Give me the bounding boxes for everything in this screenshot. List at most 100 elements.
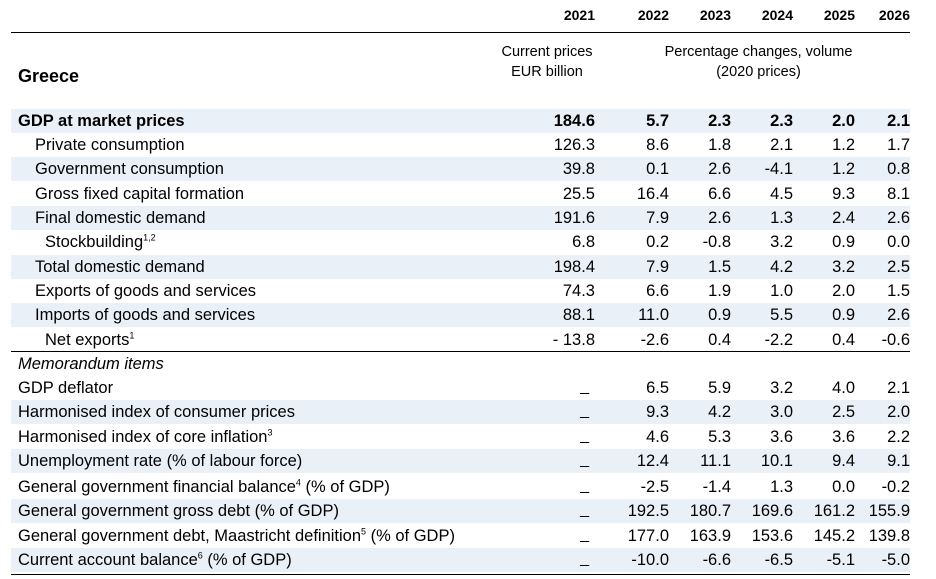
cell-2024: 3.6: [770, 428, 793, 446]
cell-2025: 0.0: [832, 478, 855, 496]
row-label-text: General government gross debt (% of GDP): [18, 502, 339, 520]
cell-2026: 2.0: [887, 403, 910, 421]
year-2021: 2021: [563, 7, 595, 23]
units-percentage-changes: Percentage changes, volume (2020 prices): [664, 44, 853, 80]
cell-2024: 153.6: [751, 527, 793, 545]
cell-2025: 2.5: [832, 403, 855, 421]
table-row-total-domestic-demand: Total domestic demand 198.4 7.9 1.5 4.2 3.2 2.…: [11, 255, 910, 279]
cell-2025: 2.0: [832, 112, 855, 130]
cell-2024: 169.6: [751, 502, 793, 520]
cell-2022: 6.6: [646, 282, 669, 300]
table-row-imports-of-goods-and-services: Imports of goods and services 88.1 11.0 0.9…: [11, 303, 910, 327]
cell-2025: 145.2: [813, 527, 855, 545]
cell-2026: 2.5: [887, 258, 910, 276]
cell-2021: 88.1: [562, 306, 595, 324]
cell-2022: 0.1: [646, 160, 669, 178]
cell-2021: 6.8: [572, 233, 595, 251]
row-label-text: Stockbuilding: [45, 233, 144, 251]
row-label-text: Government consumption: [35, 160, 224, 178]
footnote-marker: 1: [129, 330, 135, 341]
cell-2021: 74.3: [562, 282, 595, 300]
cell-2025: 9.3: [832, 185, 855, 203]
cell-2026: 0.8: [887, 160, 910, 178]
row-label: General government gross debt (% of GDP): [18, 502, 339, 521]
footnote-marker: 4: [295, 477, 301, 488]
footnote-marker: 1,2: [143, 232, 156, 243]
cell-2025: 0.4: [832, 331, 855, 349]
cell-2026: 155.9: [868, 502, 910, 520]
table-row-gdp-at-market-prices: GDP at market prices 184.6 5.7 2.3 2.3 2.0 2.1: [11, 109, 910, 133]
row-label-text: Unemployment rate (% of labour force): [18, 452, 303, 470]
row-label: Imports of goods and services: [35, 306, 255, 325]
cell-2023: 2.3: [708, 112, 731, 130]
cell-2022: 9.3: [646, 403, 669, 421]
year-2023: 2023: [699, 7, 731, 23]
row-label: General government financial balance4 (%…: [18, 478, 390, 497]
country-title: Greece: [18, 66, 80, 86]
year-2022: 2022: [637, 7, 669, 23]
cell-2023: 5.3: [708, 428, 731, 446]
row-label-text: Current account balance: [18, 551, 198, 569]
cell-2023: 4.2: [708, 403, 731, 421]
table-row-current-account-balance: Current account balance6 (% of GDP) _ -10.…: [11, 548, 910, 572]
footnote-marker: 6: [197, 550, 203, 561]
table-row-general-government-financial-balance: General government financial balance4 (%…: [18, 477, 910, 497]
cell-2021: - 13.8: [552, 331, 595, 349]
cell-2026: 0.0: [887, 233, 910, 251]
cell-2024: 3.2: [770, 233, 793, 251]
cell-2023: 2.6: [708, 160, 731, 178]
cell-2023: -0.8: [702, 233, 731, 251]
row-label: Net exports1: [45, 331, 134, 350]
cell-2026: 2.1: [887, 379, 910, 397]
row-label: Private consumption: [35, 136, 185, 155]
cell-2022: -10.0: [631, 551, 669, 569]
cell-2022: -2.5: [640, 478, 669, 496]
cell-2022: 7.9: [646, 209, 669, 227]
cell-2025: 0.9: [832, 306, 855, 324]
cell-2024: 5.5: [770, 306, 793, 324]
memo-title-row: Memorandum items: [11, 352, 910, 376]
table-row-gdp-deflator: GDP deflator _ 6.5 5.9 3.2 4.0 2.1: [18, 378, 910, 398]
cell-2022: 0.2: [646, 233, 669, 251]
row-label-text: Exports of goods and services: [35, 282, 257, 300]
cell-2023: 0.4: [708, 331, 731, 349]
row-label: Current account balance6 (% of GDP): [18, 551, 292, 570]
cell-2021: 184.6: [553, 112, 595, 130]
row-label-text: Net exports: [45, 331, 130, 349]
cell-2023: 2.6: [708, 209, 731, 227]
cell-2026: 9.1: [887, 452, 910, 470]
bottom-rule: [11, 574, 910, 575]
table-row-stockbuilding: Stockbuilding1,2 6.8 0.2 -0.8 3.2 0.9 0.0: [11, 230, 910, 254]
row-label: Harmonised index of consumer prices: [18, 403, 295, 422]
cell-2022: 7.9: [646, 258, 669, 276]
row-label-text: Gross fixed capital formation: [35, 185, 245, 203]
cell-2023: 6.6: [708, 185, 731, 203]
cell-2022: 12.4: [636, 452, 669, 470]
cell-2022: 177.0: [627, 527, 669, 545]
cell-2023: 180.7: [689, 502, 731, 520]
row-label-unit: (% of GDP): [300, 478, 390, 496]
cell-2021: 25.5: [562, 185, 595, 203]
row-label: General government debt, Maastricht defi…: [18, 527, 455, 546]
memo-rule: [11, 351, 910, 352]
cell-2024: 2.3: [770, 112, 793, 130]
row-label: Total domestic demand: [35, 258, 205, 277]
cell-2023: -6.6: [702, 551, 731, 569]
row-label: Stockbuilding1,2: [45, 233, 156, 252]
row-label-text: GDP deflator: [18, 379, 114, 397]
row-label-unit: (% of GDP): [202, 551, 292, 569]
cell-2022: 192.5: [627, 502, 669, 520]
footnote-marker: 5: [361, 526, 367, 537]
row-label-text: GDP at market prices: [18, 112, 185, 130]
cell-2026: 2.2: [887, 428, 910, 446]
cell-2023: 1.5: [708, 258, 731, 276]
row-label: Final domestic demand: [35, 209, 206, 228]
cell-2023: 0.9: [708, 306, 731, 324]
cell-2025: 1.2: [832, 136, 855, 154]
table-row-private-consumption: Private consumption 126.3 8.6 1.8 2.1 1.2 1.7: [11, 133, 910, 157]
cell-2021: 39.8: [562, 160, 595, 178]
row-label: GDP deflator: [18, 379, 113, 398]
cell-2026: 2.6: [887, 306, 910, 324]
row-label: Unemployment rate (% of labour force): [18, 452, 302, 471]
cell-2023: 163.9: [689, 527, 731, 545]
